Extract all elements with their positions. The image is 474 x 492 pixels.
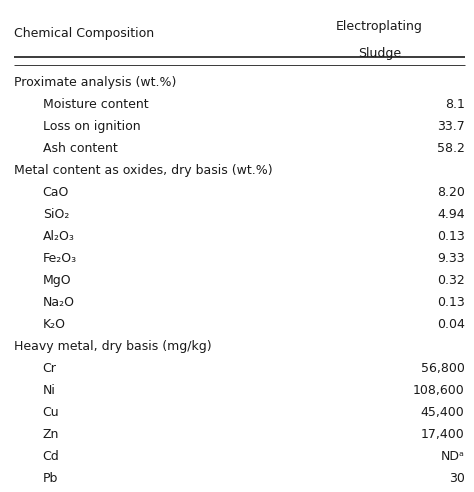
Text: Ash content: Ash content (43, 142, 118, 155)
Text: 108,600: 108,600 (413, 384, 465, 397)
Text: 45,400: 45,400 (421, 406, 465, 419)
Text: Na₂O: Na₂O (43, 296, 75, 309)
Text: 0.13: 0.13 (437, 230, 465, 243)
Text: 33.7: 33.7 (437, 120, 465, 133)
Text: 58.2: 58.2 (437, 142, 465, 155)
Text: Loss on ignition: Loss on ignition (43, 120, 140, 133)
Text: 9.33: 9.33 (437, 252, 465, 265)
Text: CaO: CaO (43, 186, 69, 199)
Text: K₂O: K₂O (43, 318, 66, 331)
Text: Metal content as oxides, dry basis (wt.%): Metal content as oxides, dry basis (wt.%… (14, 164, 273, 177)
Text: Cu: Cu (43, 406, 59, 419)
Text: Proximate analysis (wt.%): Proximate analysis (wt.%) (14, 76, 177, 89)
Text: Sludge: Sludge (358, 47, 401, 60)
Text: 0.13: 0.13 (437, 296, 465, 309)
Text: Cd: Cd (43, 450, 59, 463)
Text: Heavy metal, dry basis (mg/kg): Heavy metal, dry basis (mg/kg) (14, 340, 212, 353)
Text: 30: 30 (449, 472, 465, 485)
Text: Ni: Ni (43, 384, 55, 397)
Text: Electroplating: Electroplating (336, 20, 423, 32)
Text: Chemical Composition: Chemical Composition (14, 27, 155, 40)
Text: SiO₂: SiO₂ (43, 208, 69, 221)
Text: 56,800: 56,800 (420, 362, 465, 375)
Text: Al₂O₃: Al₂O₃ (43, 230, 74, 243)
Text: 0.32: 0.32 (437, 274, 465, 287)
Text: MgO: MgO (43, 274, 71, 287)
Text: 8.1: 8.1 (445, 98, 465, 111)
Text: Cr: Cr (43, 362, 56, 375)
Text: Fe₂O₃: Fe₂O₃ (43, 252, 77, 265)
Text: Zn: Zn (43, 428, 59, 441)
Text: NDᵃ: NDᵃ (441, 450, 465, 463)
Text: 17,400: 17,400 (421, 428, 465, 441)
Text: 8.20: 8.20 (437, 186, 465, 199)
Text: 4.94: 4.94 (437, 208, 465, 221)
Text: 0.04: 0.04 (437, 318, 465, 331)
Text: Pb: Pb (43, 472, 58, 485)
Text: Moisture content: Moisture content (43, 98, 148, 111)
